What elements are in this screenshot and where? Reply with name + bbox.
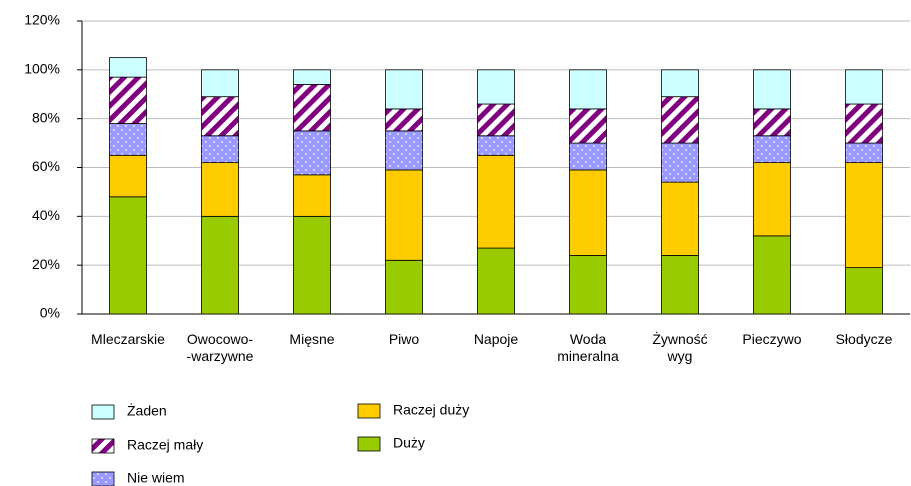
legend-label: Nie wiem: [127, 470, 185, 486]
legend-label: Raczej mały: [127, 437, 203, 453]
x-tick-label: Żywność wyg: [652, 331, 708, 364]
bar-segment: [845, 142, 883, 164]
bar-segment: [201, 69, 239, 98]
bar-segment: [845, 103, 883, 144]
y-tick-label: 80%: [32, 109, 60, 125]
bar-segment: [385, 69, 423, 110]
bar-segment: [477, 103, 515, 137]
bar-segment: [201, 135, 239, 164]
bar-segment: [845, 267, 883, 315]
bar-segment: [201, 215, 239, 315]
x-tick-label: Woda mineralna: [557, 331, 619, 364]
x-tick-label: Słodycze: [835, 331, 893, 347]
bar-segment: [109, 76, 147, 124]
bar-segment: [661, 181, 699, 256]
y-tick-label: 100%: [24, 61, 60, 77]
bar-segment: [385, 169, 423, 261]
x-tick-label: Napoje: [473, 331, 519, 347]
bar-segment: [753, 235, 791, 315]
bar-segment: [293, 130, 331, 176]
y-tick-label: 20%: [32, 256, 60, 272]
bar-segment: [753, 69, 791, 110]
bar-segment: [569, 254, 607, 315]
legend-label: Raczej duży: [393, 402, 469, 418]
bar-segment: [661, 69, 699, 98]
bar-segment: [109, 57, 147, 78]
legend-swatch: [357, 436, 381, 452]
bar-segment: [109, 123, 147, 156]
bar-segment: [201, 96, 239, 137]
bar-segment: [293, 69, 331, 85]
legend-swatch: [91, 404, 115, 420]
bar-segment: [477, 154, 515, 249]
bar-segment: [293, 84, 331, 132]
y-tick-label: 60%: [32, 158, 60, 174]
bar-segment: [661, 142, 699, 183]
bar-segment: [477, 247, 515, 315]
bar-segment: [109, 154, 147, 198]
bar-segment: [661, 96, 699, 144]
bar-segment: [293, 174, 331, 217]
y-tick-label: 40%: [32, 207, 60, 223]
x-tick-label: Piwo: [388, 331, 420, 347]
bar-segment: [753, 135, 791, 164]
bar-segment: [845, 162, 883, 269]
bar-segment: [845, 69, 883, 105]
bar-segment: [385, 259, 423, 315]
y-tick-label: 120%: [24, 12, 60, 28]
x-tick-label: Mięsne: [289, 331, 335, 347]
bar-segment: [477, 135, 515, 156]
bar-segment: [569, 142, 607, 171]
legend-label: Żaden: [127, 402, 167, 419]
bar-segment: [661, 254, 699, 315]
bar-segment: [569, 169, 607, 256]
x-tick-label: Owocowo- -warzywne: [186, 331, 254, 364]
legend-swatch: [357, 403, 381, 419]
legend-label: Duży: [393, 435, 425, 451]
x-tick-label: Mleczarskie: [91, 331, 165, 347]
bar-segment: [109, 196, 147, 315]
bar-segment: [293, 215, 331, 315]
bar-segment: [201, 162, 239, 217]
bar-segment: [569, 69, 607, 110]
legend-swatch: [91, 471, 115, 486]
bar-segment: [569, 108, 607, 144]
legend-swatch: [91, 438, 115, 454]
bar-segment: [385, 108, 423, 132]
bar-segment: [753, 162, 791, 237]
bar-segment: [753, 108, 791, 137]
x-tick-label: Pieczywo: [742, 331, 802, 347]
bar-segment: [477, 69, 515, 105]
y-tick-label: 0%: [40, 305, 60, 321]
bar-segment: [385, 130, 423, 171]
